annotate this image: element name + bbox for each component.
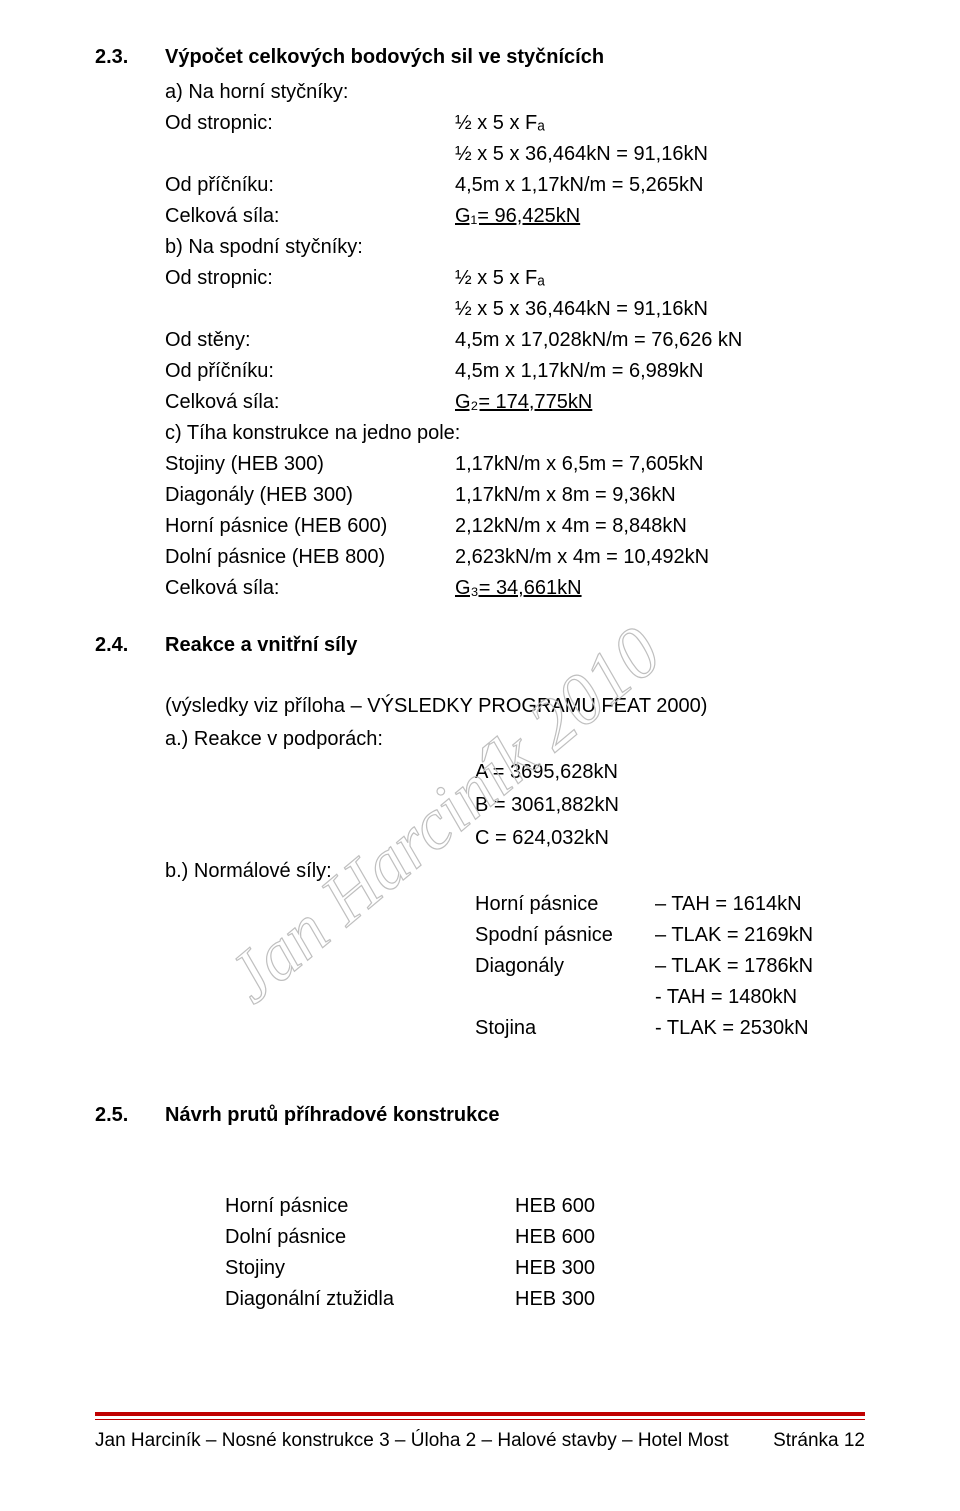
design-name: Dolní pásnice [225, 1222, 515, 1253]
s24b-cat [475, 982, 655, 1013]
s23c-val: 2,623kN/m x 4m = 10,492kN [455, 542, 865, 573]
design-profile: HEB 300 [515, 1253, 595, 1284]
s24b-cat: Stojina [475, 1013, 655, 1044]
s24a-heading: a.) Reakce v podporách: [165, 724, 865, 755]
s23a-row: Od stropnic:½ x 5 x Fₐ [165, 108, 865, 139]
section-2-3-b-heading: b) Na spodní styčníky: [165, 232, 865, 263]
s23c-lbl: Dolní pásnice (HEB 800) [165, 542, 455, 573]
section-2-3-a-heading: a) Na horní styčníky: [165, 77, 865, 108]
s23b-row: Od příčníku:4,5m x 1,17kN/m = 6,989kN [165, 356, 865, 387]
s23b-val: ½ x 5 x Fₐ [455, 263, 865, 294]
s23c-row: Dolní pásnice (HEB 800)2,623kN/m x 4m = … [165, 542, 865, 573]
s23c-val: G₃= 34,661kN [455, 573, 865, 604]
page-footer: Jan Harciník – Nosné konstrukce 3 – Úloh… [95, 1412, 865, 1455]
design-name: Horní pásnice [225, 1191, 515, 1222]
s24a-value: B = 3061,882kN [475, 790, 865, 821]
s23c-row: Stojiny (HEB 300)1,17kN/m x 6,5m = 7,605… [165, 449, 865, 480]
s24b-row: - TAH = 1480kN [475, 982, 865, 1013]
s24b-val: – TLAK = 1786kN [655, 951, 865, 982]
design-name: Stojiny [225, 1253, 515, 1284]
s23c-row: Horní pásnice (HEB 600)2,12kN/m x 4m = 8… [165, 511, 865, 542]
footer-right: Stránka 12 [773, 1426, 865, 1455]
s23c-lbl: Horní pásnice (HEB 600) [165, 511, 455, 542]
design-profile: HEB 600 [515, 1222, 595, 1253]
section-2-4-heading: 2.4. Reakce a vnitřní síly [95, 630, 865, 661]
s23b-row: ½ x 5 x 36,464kN = 91,16kN [165, 294, 865, 325]
s23a-lbl [165, 139, 455, 170]
section-2-5-num: 2.5. [95, 1100, 165, 1131]
s24b-val: – TAH = 1614kN [655, 889, 865, 920]
s23a-lbl: Celková síla: [165, 201, 455, 232]
s23a-lbl: Od příčníku: [165, 170, 455, 201]
s24a-value: C = 624,032kN [475, 823, 865, 854]
design-row: Horní pásniceHEB 600 [225, 1191, 865, 1222]
design-row: Dolní pásniceHEB 600 [225, 1222, 865, 1253]
s23b-row: Od stropnic:½ x 5 x Fₐ [165, 263, 865, 294]
s23c-lbl: Diagonály (HEB 300) [165, 480, 455, 511]
s24b-cat: Horní pásnice [475, 889, 655, 920]
s24b-val: – TLAK = 2169kN [655, 920, 865, 951]
design-row: Diagonální ztužidlaHEB 300 [225, 1284, 865, 1315]
s24b-heading: b.) Normálové síly: [165, 856, 865, 887]
s24b-val: - TAH = 1480kN [655, 982, 865, 1013]
s23b-lbl: Od stěny: [165, 325, 455, 356]
s23c-lbl: Celková síla: [165, 573, 455, 604]
s23b-lbl: Od stropnic: [165, 263, 455, 294]
s23b-row: Celková síla:G₂= 174,775kN [165, 387, 865, 418]
section-2-3-heading: 2.3. Výpočet celkových bodových sil ve s… [95, 42, 865, 73]
page: Jan Harciník 2010 2.3. Výpočet celkových… [0, 0, 960, 1511]
s23a-row: Od příčníku:4,5m x 1,17kN/m = 5,265kN [165, 170, 865, 201]
section-2-3-c-heading: c) Tíha konstrukce na jedno pole: [165, 418, 865, 449]
s24b-row: Diagonály– TLAK = 1786kN [475, 951, 865, 982]
s24-note: (výsledky viz příloha – VÝSLEDKY PROGRAM… [165, 691, 865, 722]
s23a-val: ½ x 5 x Fₐ [455, 108, 865, 139]
s23c-row: Celková síla:G₃= 34,661kN [165, 573, 865, 604]
section-2-4-body: (výsledky viz příloha – VÝSLEDKY PROGRAM… [165, 691, 865, 1044]
s23b-val: 4,5m x 17,028kN/m = 76,626 kN [455, 325, 865, 356]
s24b-row: Stojina- TLAK = 2530kN [475, 1013, 865, 1044]
s23a-row: Celková síla:G₁= 96,425kN [165, 201, 865, 232]
s23a-val: G₁= 96,425kN [455, 201, 865, 232]
s23a-val: 4,5m x 1,17kN/m = 5,265kN [455, 170, 865, 201]
design-row: StojinyHEB 300 [225, 1253, 865, 1284]
s23c-row: Diagonály (HEB 300)1,17kN/m x 8m = 9,36k… [165, 480, 865, 511]
s24a-value: A = 3695,628kN [475, 757, 865, 788]
s23c-val: 1,17kN/m x 6,5m = 7,605kN [455, 449, 865, 480]
footer-left: Jan Harciník – Nosné konstrukce 3 – Úloh… [95, 1426, 729, 1455]
s23b-val: ½ x 5 x 36,464kN = 91,16kN [455, 294, 865, 325]
design-profile: HEB 600 [515, 1191, 595, 1222]
s23b-val: 4,5m x 1,17kN/m = 6,989kN [455, 356, 865, 387]
s23b-row: Od stěny:4,5m x 17,028kN/m = 76,626 kN [165, 325, 865, 356]
s24b-row: Spodní pásnice– TLAK = 2169kN [475, 920, 865, 951]
design-profile: HEB 300 [515, 1284, 595, 1315]
section-2-3-num: 2.3. [95, 42, 165, 73]
s23c-val: 2,12kN/m x 4m = 8,848kN [455, 511, 865, 542]
section-2-5-title: Návrh prutů příhradové konstrukce [165, 1100, 865, 1131]
s24b-val: - TLAK = 2530kN [655, 1013, 865, 1044]
s24b-row: Horní pásnice– TAH = 1614kN [475, 889, 865, 920]
design-table: Horní pásniceHEB 600 Dolní pásniceHEB 60… [225, 1191, 865, 1315]
section-2-4-title: Reakce a vnitřní síly [165, 630, 865, 661]
s23a-row: ½ x 5 x 36,464kN = 91,16kN [165, 139, 865, 170]
s23a-val: ½ x 5 x 36,464kN = 91,16kN [455, 139, 865, 170]
design-name: Diagonální ztužidla [225, 1284, 515, 1315]
section-2-5-heading: 2.5. Návrh prutů příhradové konstrukce [95, 1100, 865, 1131]
s23a-lbl: Od stropnic: [165, 108, 455, 139]
s23b-lbl: Od příčníku: [165, 356, 455, 387]
s23b-val: G₂= 174,775kN [455, 387, 865, 418]
s23b-lbl [165, 294, 455, 325]
section-2-3-title: Výpočet celkových bodových sil ve styční… [165, 42, 865, 73]
s23c-lbl: Stojiny (HEB 300) [165, 449, 455, 480]
s24b-cat: Spodní pásnice [475, 920, 655, 951]
s23c-val: 1,17kN/m x 8m = 9,36kN [455, 480, 865, 511]
s24b-cat: Diagonály [475, 951, 655, 982]
footer-rule [95, 1412, 865, 1420]
s23b-lbl: Celková síla: [165, 387, 455, 418]
section-2-4-num: 2.4. [95, 630, 165, 661]
